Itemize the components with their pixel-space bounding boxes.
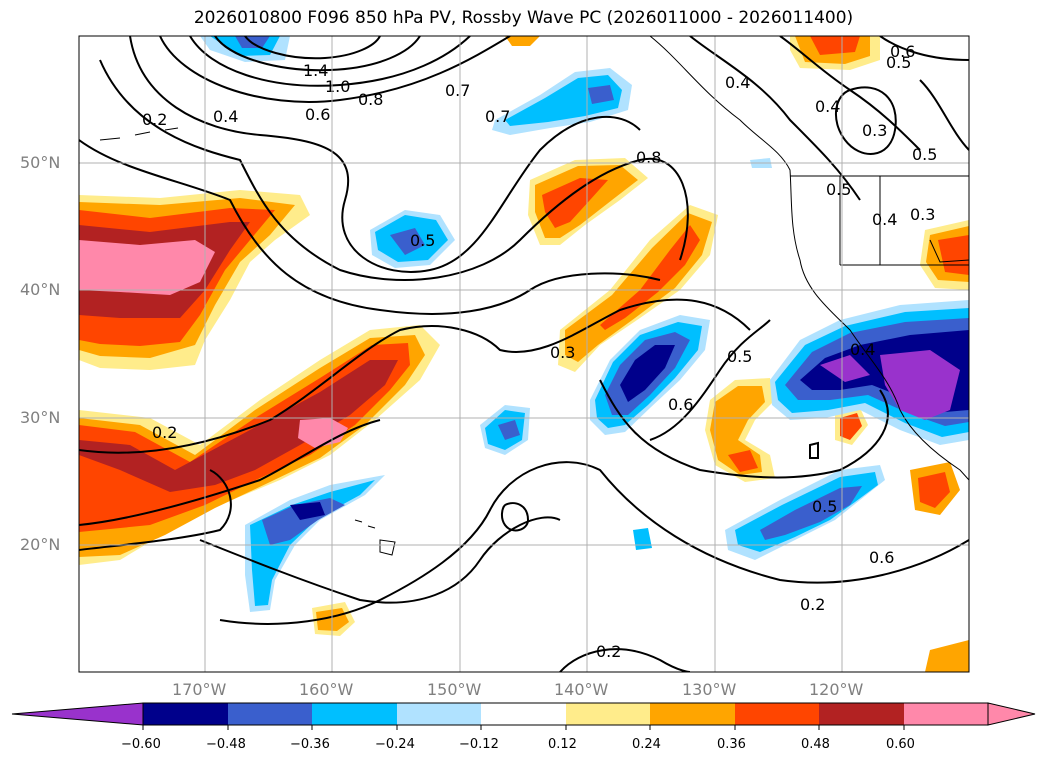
colorbar-tick-label: 0.36 — [717, 737, 746, 752]
contour-label: 0.6 — [890, 42, 915, 61]
colorbar-segment — [11, 702, 144, 726]
colorbar-tick-label: 0.24 — [632, 737, 661, 752]
contour-label: 0.3 — [550, 343, 575, 362]
contour-label: 0.5 — [826, 180, 851, 199]
map-title: 2026010800 F096 850 hPa PV, Rossby Wave … — [193, 8, 854, 28]
negative-anomaly-fills — [200, 36, 969, 612]
contour-label: 0.2 — [596, 642, 621, 661]
colorbar-tick-label: −0.24 — [375, 737, 415, 752]
colorbar-tick-label: 0.12 — [548, 737, 577, 752]
colorbar-segment — [819, 703, 904, 725]
colorbar-tick-label: −0.60 — [121, 737, 161, 752]
colorbar-tick-label: 0.60 — [886, 737, 915, 752]
contour-label: 1.4 — [303, 61, 328, 80]
lat-label: 30°N — [20, 408, 61, 427]
lon-label: 130°W — [682, 680, 737, 699]
contour-label: 0.4 — [850, 340, 875, 359]
colorbar-tick-label: −0.12 — [459, 737, 499, 752]
contour-label: 0.6 — [869, 548, 894, 567]
contour-label: 0.5 — [886, 53, 911, 72]
graticule — [79, 36, 969, 672]
lon-label: 170°W — [172, 680, 227, 699]
lon-label: 150°W — [427, 680, 482, 699]
contour-label: 0.4 — [725, 73, 750, 92]
lat-label: 20°N — [20, 535, 61, 554]
colorbar — [11, 702, 1036, 730]
contour-label: 0.2 — [142, 110, 167, 129]
coastlines — [99, 36, 969, 556]
lon-label: 140°W — [554, 680, 609, 699]
contour-labels: 1.4 1.0 0.8 0.6 0.4 0.2 0.7 0.7 0.8 0.4 … — [142, 42, 937, 661]
contour-label: 1.0 — [325, 77, 350, 96]
colorbar-segment — [650, 703, 735, 725]
contour-label: 0.2 — [800, 595, 825, 614]
contour-label: 0.3 — [910, 205, 935, 224]
lon-label: 160°W — [299, 680, 354, 699]
lat-label: 40°N — [20, 280, 61, 299]
contour-label: 0.6 — [305, 105, 330, 124]
colorbar-segment — [904, 703, 988, 725]
contour-label: 0.8 — [358, 90, 383, 109]
contour-label: 0.2 — [152, 423, 177, 442]
contour-label: 0.4 — [213, 107, 238, 126]
contour-label: 0.5 — [912, 145, 937, 164]
lat-label: 50°N — [20, 153, 61, 172]
pv-contours — [79, 36, 969, 672]
colorbar-segment — [987, 702, 1036, 726]
contour-label: 0.8 — [636, 148, 661, 167]
contour-label: 0.5 — [812, 497, 837, 516]
map-frame — [78, 35, 970, 673]
colorbar-segment — [735, 703, 819, 725]
colorbar-segment — [143, 703, 228, 725]
contour-label: 0.4 — [872, 210, 897, 229]
contour-label: 0.7 — [445, 81, 470, 100]
colorbar-tick-label: 0.48 — [801, 737, 830, 752]
contour-label: 0.3 — [862, 121, 887, 140]
contour-label: 0.7 — [485, 107, 510, 126]
colorbar-tick-label: −0.36 — [290, 737, 330, 752]
colorbar-segment — [397, 703, 481, 725]
positive-anomaly-fills — [79, 36, 969, 672]
contour-label: 0.4 — [815, 97, 840, 116]
colorbar-segment — [566, 703, 650, 725]
colorbar-segment — [312, 703, 397, 725]
contour-label: 0.5 — [727, 347, 752, 366]
colorbar-tick-label: −0.48 — [206, 737, 246, 752]
lon-label: 120°W — [809, 680, 864, 699]
contour-label: 0.6 — [668, 395, 693, 414]
colorbar-segment — [228, 703, 312, 725]
contour-label: 0.5 — [410, 231, 435, 250]
colorbar-segment — [481, 703, 566, 725]
